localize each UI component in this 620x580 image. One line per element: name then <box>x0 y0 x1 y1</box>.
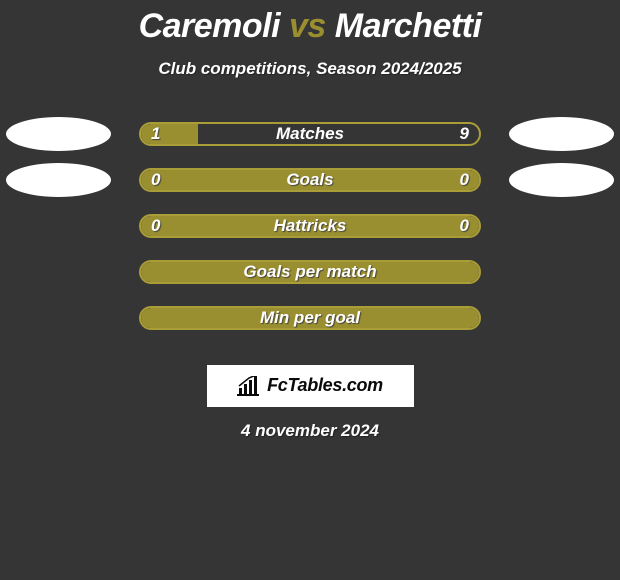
brand-text: FcTables.com <box>267 375 383 396</box>
stat-row: 19Matches <box>0 111 620 157</box>
player-2-marker <box>509 117 614 151</box>
stat-row: Goals per match <box>0 249 620 295</box>
player-2-name: Marchetti <box>335 7 482 45</box>
page-title: Caremoli vs Marchetti <box>0 6 620 47</box>
stat-row: 00Goals <box>0 157 620 203</box>
player-2-marker <box>509 163 614 197</box>
stats-rows: 19Matches 00Goals 00Hattricks Goals per mat… <box>0 111 620 341</box>
stat-bar: 19Matches <box>139 122 481 146</box>
brand-box: FcTables.com <box>207 365 414 407</box>
stat-bar: 00Goals <box>139 168 481 192</box>
stat-row: Min per goal <box>0 295 620 341</box>
player-1-marker <box>6 163 111 197</box>
player-1-name: Caremoli <box>139 7 281 45</box>
comparison-card: Caremoli vs Marchetti Club competitions,… <box>0 0 620 580</box>
stat-label: Min per goal <box>141 308 479 328</box>
stat-label: Goals per match <box>141 262 479 282</box>
stat-bar: Min per goal <box>139 306 481 330</box>
date-text: 4 november 2024 <box>0 421 620 441</box>
bar-chart-icon <box>237 376 261 396</box>
stat-bar: 00Hattricks <box>139 214 481 238</box>
stat-label: Hattricks <box>141 216 479 236</box>
stat-bar: Goals per match <box>139 260 481 284</box>
stat-label: Goals <box>141 170 479 190</box>
stat-label: Matches <box>141 124 479 144</box>
title-vs: vs <box>289 7 326 45</box>
player-1-marker <box>6 117 111 151</box>
subtitle: Club competitions, Season 2024/2025 <box>0 59 620 79</box>
stat-row: 00Hattricks <box>0 203 620 249</box>
